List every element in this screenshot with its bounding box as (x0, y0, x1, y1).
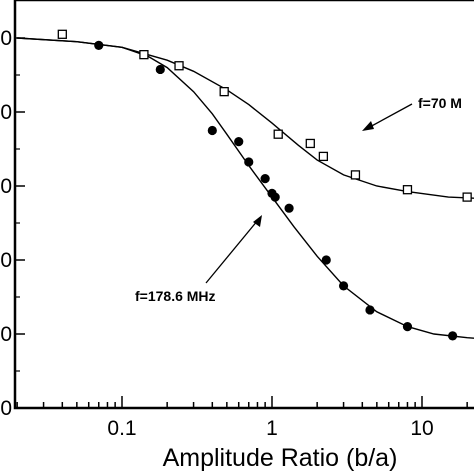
arrowhead-icon (362, 121, 374, 131)
x-tick-label: 0.1 (107, 417, 136, 440)
fit-curve-1 (17, 37, 474, 199)
y-tick-label: .0 (0, 27, 12, 50)
annotation-70mhz: f=70 M (418, 95, 462, 111)
data-point-square (402, 185, 413, 195)
data-point-circle (270, 192, 280, 202)
y-tick-label: .0 (0, 175, 12, 198)
axis-ticks (15, 37, 468, 409)
data-point-circle (321, 255, 331, 265)
x-tick-label: 10 (410, 417, 433, 440)
y-tick-label: .0 (0, 249, 12, 272)
annotation-arrow-70mhz (367, 103, 413, 129)
plot-area-frame (13, 0, 474, 410)
data-point-square (273, 129, 283, 139)
tick-labels: 0.1 1 10 .0 .0 .0 .0 .0 .0 (0, 27, 434, 440)
data-point-circle (155, 64, 165, 75)
y-tick-label: .0 (0, 323, 12, 346)
y-tick-label: .0 (0, 397, 12, 420)
data-point-circle (207, 125, 217, 136)
data-point-circle (402, 322, 413, 332)
data-point-circle (94, 40, 104, 51)
arrowhead-icon (253, 215, 262, 227)
data-point-square (139, 50, 149, 60)
annotation-178mhz: f=178.6 MHz (135, 288, 216, 304)
data-point-square (462, 192, 472, 202)
x-axis-title: Amplitude Ratio (b/a) (163, 444, 398, 472)
annotation-arrow-178mhz (205, 219, 259, 284)
data-point-square (318, 151, 329, 162)
data-point-circle (338, 281, 349, 291)
data-markers (57, 29, 472, 341)
data-point-square (305, 138, 315, 149)
annotations: f=70 M f=178.6 MHz (135, 95, 462, 304)
data-point-square (57, 29, 67, 39)
y-tick-label: .0 (0, 101, 12, 124)
data-point-square (174, 61, 184, 71)
data-point-circle (234, 137, 244, 147)
data-point-square (350, 170, 361, 180)
data-point-square (219, 87, 229, 97)
data-point-circle (244, 157, 254, 167)
data-point-circle (284, 203, 294, 213)
data-point-circle (260, 174, 270, 184)
x-tick-label: 1 (266, 417, 278, 440)
data-point-circle (448, 331, 458, 341)
data-point-circle (365, 305, 375, 315)
